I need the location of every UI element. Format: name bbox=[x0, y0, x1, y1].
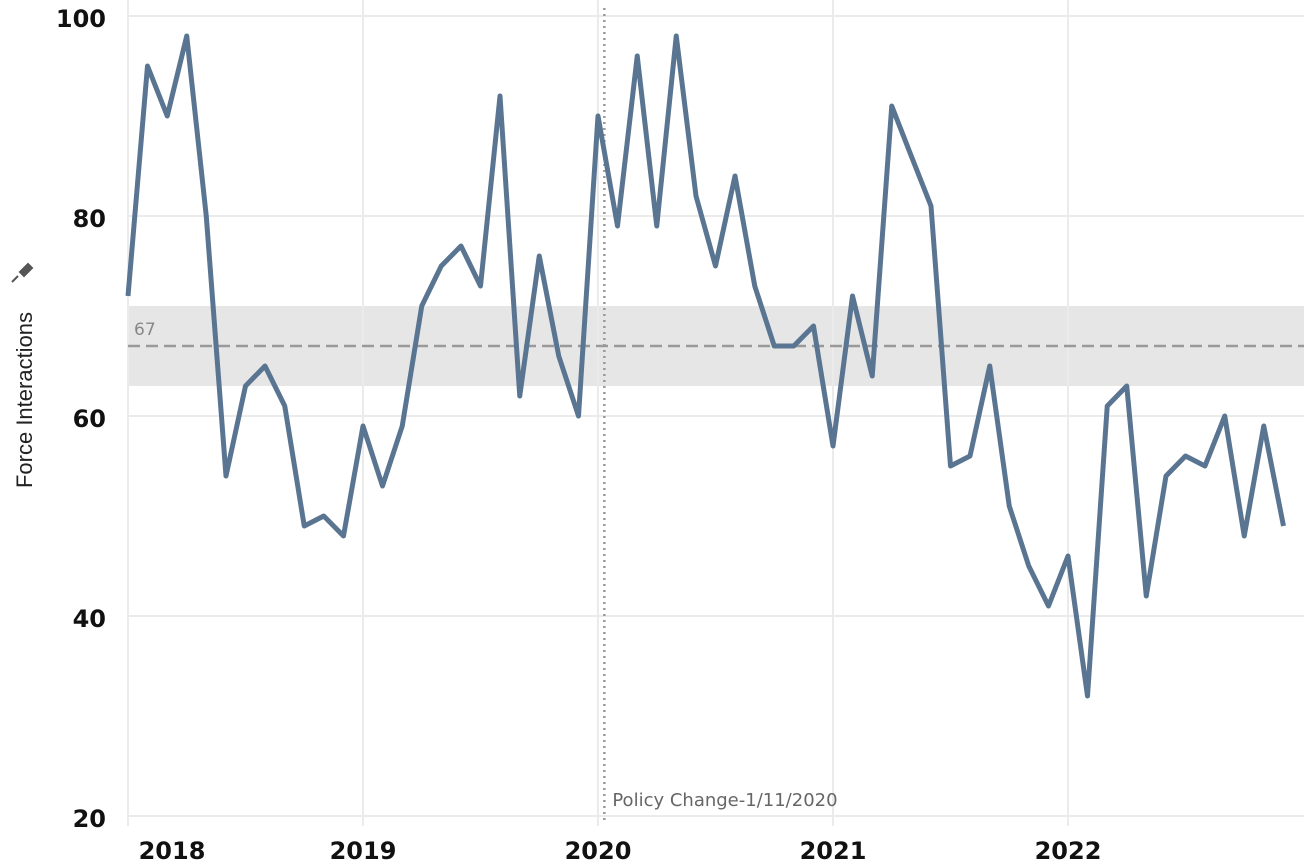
reference-label: 67 bbox=[134, 320, 156, 340]
y-tick-label: 40 bbox=[73, 605, 106, 633]
x-tick-label: 2022 bbox=[1035, 837, 1102, 865]
x-tick-label: 2021 bbox=[800, 837, 867, 865]
annotation-label: Policy Change-1/11/2020 bbox=[612, 790, 837, 811]
y-tick-label: 100 bbox=[56, 5, 106, 33]
x-tick-label: 2019 bbox=[330, 837, 397, 865]
y-axis-label: Force Interactions bbox=[12, 312, 37, 488]
series-line bbox=[125, 33, 1286, 699]
y-tick-label: 60 bbox=[73, 405, 106, 433]
y-tick-label: 80 bbox=[73, 205, 106, 233]
x-tick-label: 2020 bbox=[565, 837, 632, 865]
y-tick-label: 20 bbox=[73, 805, 106, 833]
pin-icon bbox=[11, 262, 34, 283]
x-tick-label: 2018 bbox=[139, 837, 206, 865]
